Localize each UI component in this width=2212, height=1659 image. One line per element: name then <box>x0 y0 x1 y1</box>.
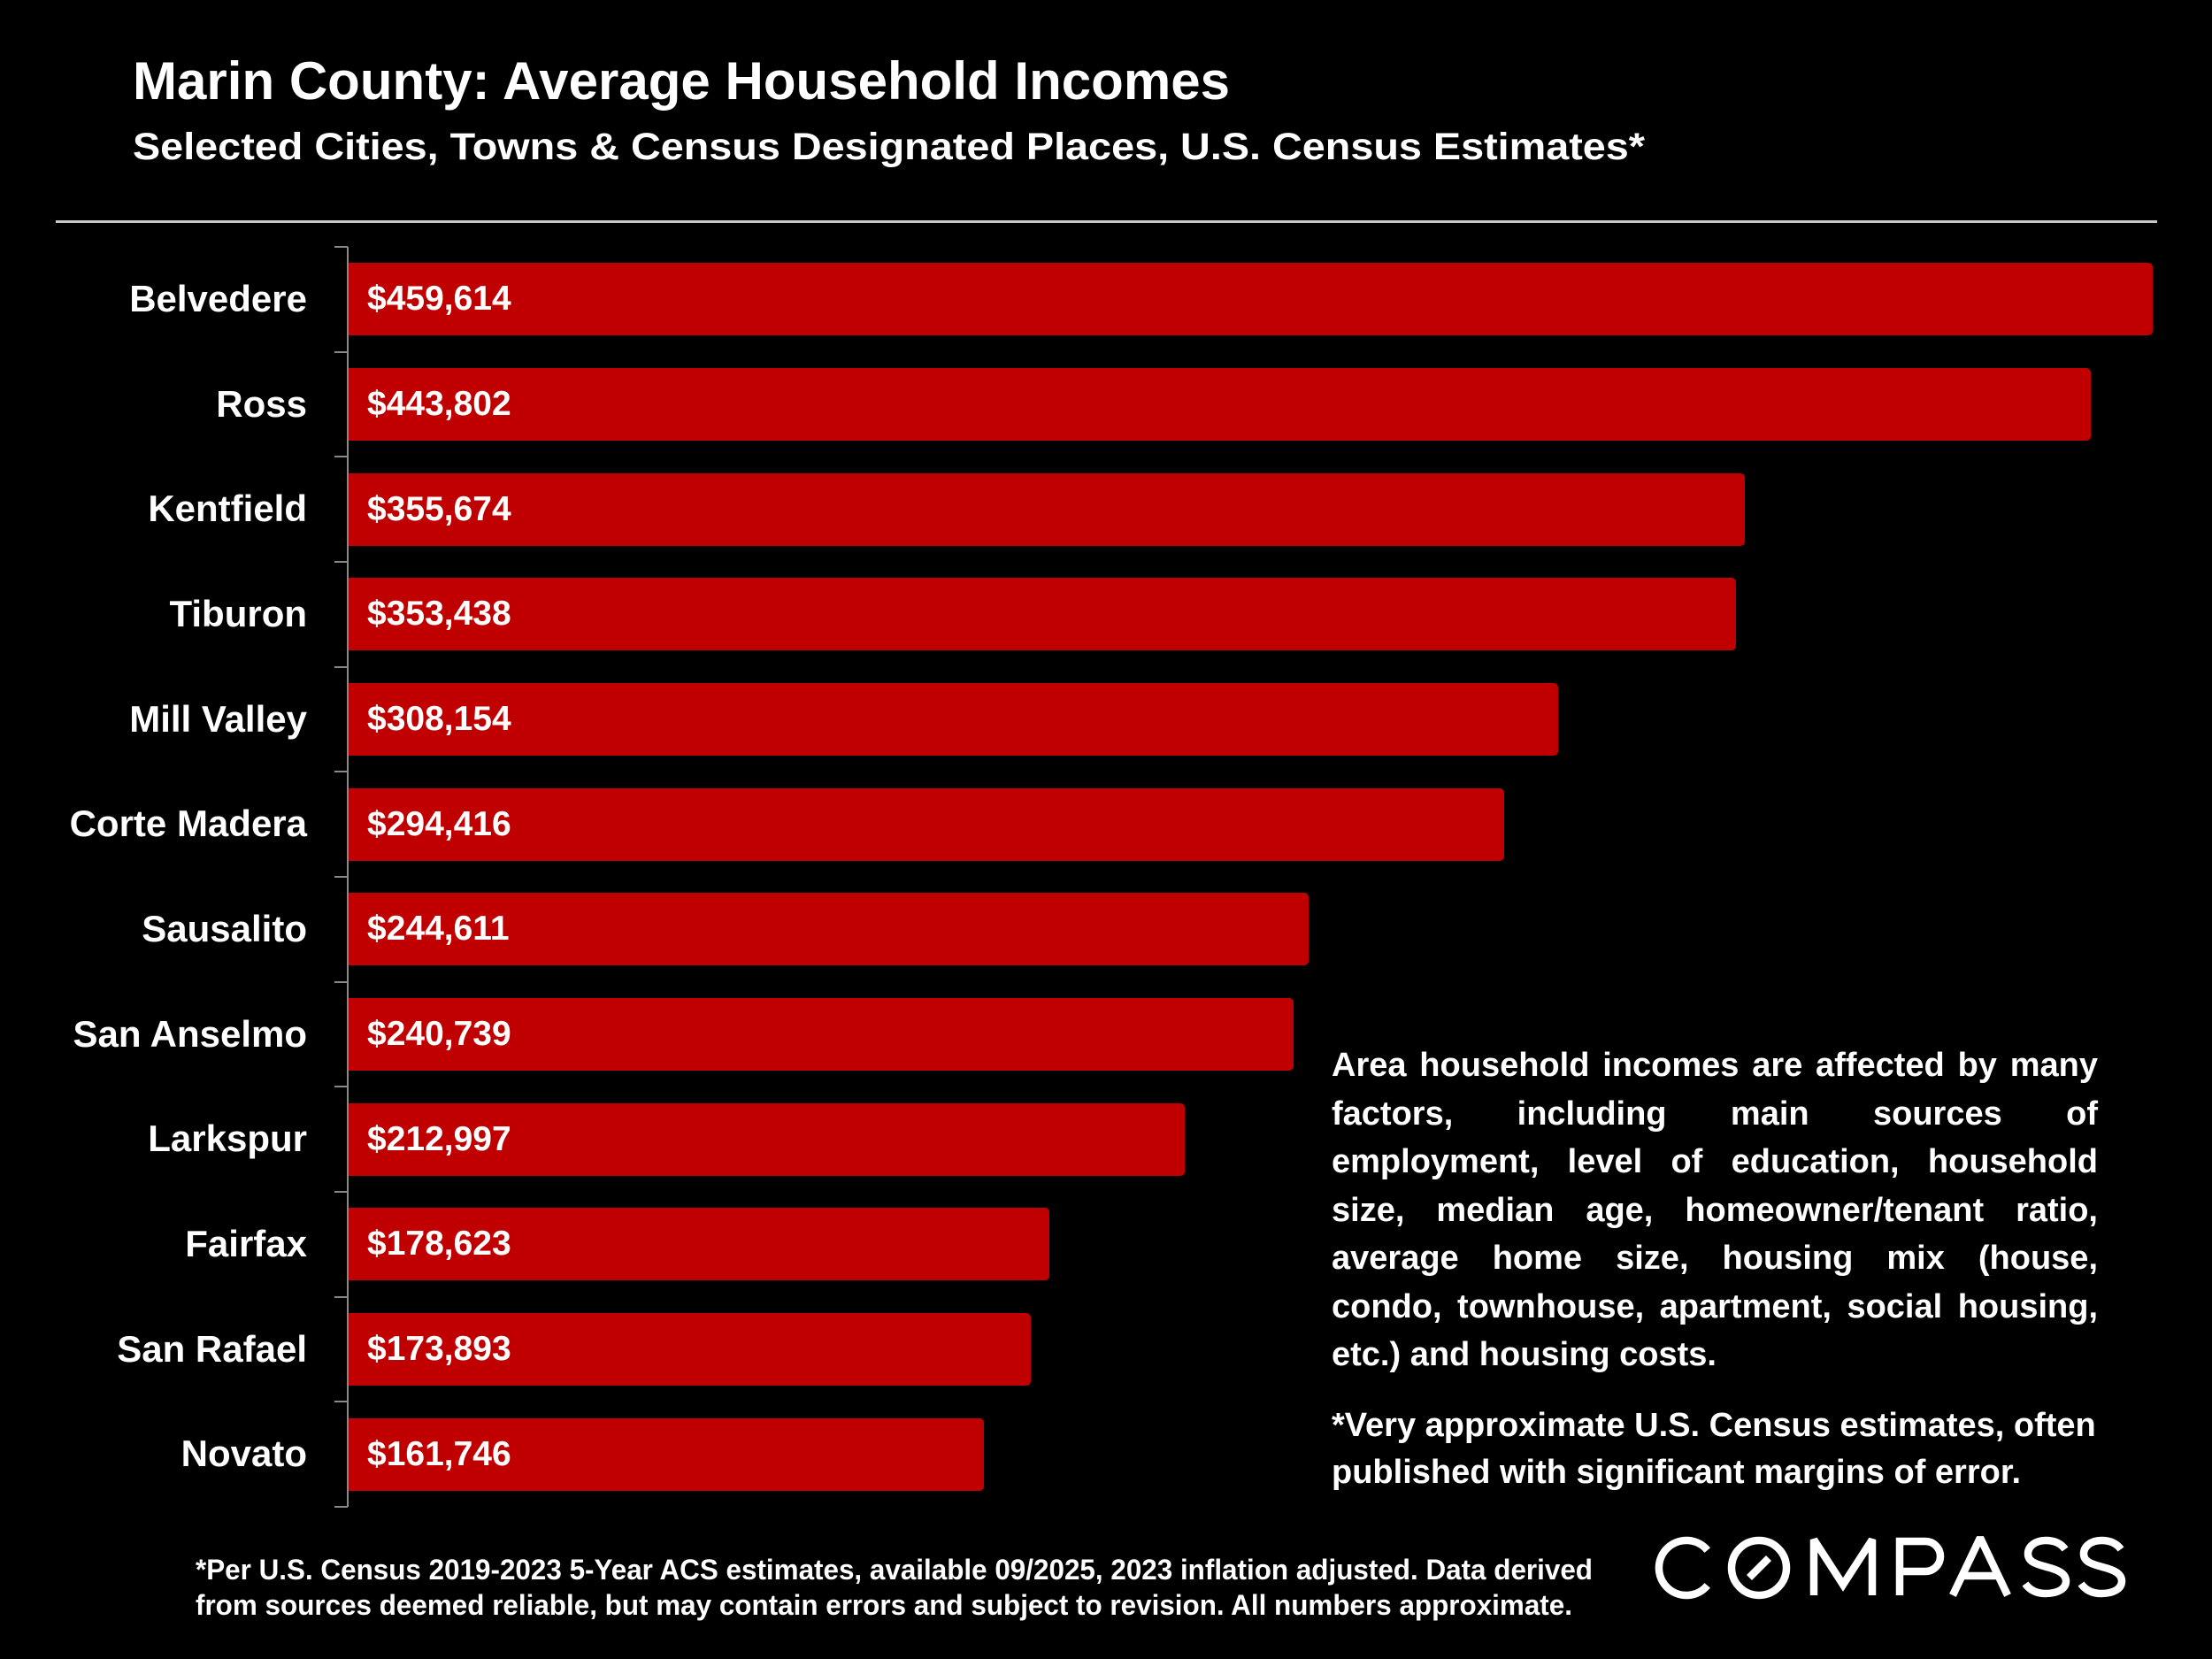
note-line: published with significant margins of er… <box>1332 1454 2022 1491</box>
bar <box>349 1208 1050 1281</box>
bar-value-label: $161,746 <box>367 1434 511 1473</box>
axis-tick <box>334 1401 348 1403</box>
logo-letter-s <box>2022 1536 2070 1598</box>
logo-letter-s <box>2078 1536 2126 1598</box>
logo-letter-c <box>1655 1536 1710 1600</box>
category-label: Mill Valley <box>129 697 307 740</box>
axis-tick <box>334 1506 348 1508</box>
bar <box>349 787 1505 861</box>
source-footnote: *Per U.S. Census 2019-2023 5-Year ACS es… <box>196 1552 1593 1623</box>
footnote-line: *Per U.S. Census 2019-2023 5-Year ACS es… <box>196 1554 1593 1586</box>
bar <box>349 1312 1032 1386</box>
category-label: Ross <box>216 382 307 425</box>
chart-subtitle: Selected Cities, Towns & Census Designat… <box>133 126 1645 168</box>
description-line: etc.) and housing costs. <box>1332 1336 1717 1373</box>
category-label: Larkspur <box>148 1118 307 1160</box>
category-label: Novato <box>180 1432 307 1475</box>
category-label: Tiburon <box>169 593 307 634</box>
category-label: Kentfield <box>148 488 307 530</box>
description-line: size, median age, homeowner/tenant ratio… <box>1332 1191 2098 1229</box>
bar-value-label: $173,893 <box>367 1329 511 1368</box>
description-line: factors, including main sources of <box>1332 1094 2098 1133</box>
bar <box>349 997 1294 1071</box>
bar-value-label: $178,623 <box>367 1225 511 1263</box>
category-label: Fairfax <box>185 1223 307 1264</box>
category-label: Corte Madera <box>69 803 307 845</box>
category-label: Belvedere <box>129 278 307 319</box>
logo-letter-p <box>1895 1537 1945 1595</box>
bar-value-label: $244,611 <box>367 910 510 949</box>
category-label: San Rafael <box>117 1327 307 1370</box>
logo-letter-o <box>1727 1536 1791 1600</box>
bar <box>349 578 1736 651</box>
axis-tick <box>334 1295 348 1298</box>
category-label: San Anselmo <box>73 1012 307 1055</box>
axis-tick <box>334 665 348 668</box>
bar-value-label: $355,674 <box>367 489 511 528</box>
category-axis-line <box>347 247 349 1507</box>
axis-tick <box>334 456 348 458</box>
bar <box>349 1102 1185 1176</box>
bar-value-label: $443,802 <box>367 384 511 423</box>
description-line: condo, townhouse, apartment, social hous… <box>1332 1287 2098 1325</box>
footnote-line: from sources deemed reliable, but may co… <box>196 1589 1572 1621</box>
category-label: Sausalito <box>142 908 307 949</box>
bar-value-label: $240,739 <box>367 1014 511 1053</box>
chart-title: Marin County: Average Household Incomes <box>133 51 1230 111</box>
bar <box>349 367 2091 441</box>
description-paragraph: Area household incomes are affected by m… <box>1332 1041 2098 1379</box>
bar <box>349 263 2153 336</box>
header-separator <box>56 220 2157 223</box>
axis-tick <box>334 246 348 248</box>
note-line: *Very approximate U.S. Census estimates,… <box>1332 1407 2096 1444</box>
estimate-note: *Very approximate U.S. Census estimates,… <box>1332 1402 2096 1496</box>
bar-value-label: $212,997 <box>367 1119 511 1158</box>
axis-tick <box>334 1191 348 1193</box>
bar <box>349 1417 984 1491</box>
description-line: Area household incomes are affected by m… <box>1332 1047 2098 1084</box>
logo-letter-a <box>1949 1536 2011 1597</box>
bar-value-label: $308,154 <box>367 699 511 738</box>
axis-tick <box>334 876 348 878</box>
axis-tick <box>334 980 348 983</box>
bar-value-label: $294,416 <box>367 804 511 843</box>
axis-tick <box>334 561 348 563</box>
description-line: employment, level of education, househol… <box>1332 1143 2098 1180</box>
bar <box>349 893 1310 966</box>
description-line: average home size, housing mix (house, <box>1332 1240 2098 1277</box>
axis-tick <box>334 771 348 773</box>
axis-tick <box>334 350 348 353</box>
logo-letter-m <box>1809 1537 1877 1595</box>
bar <box>349 682 1559 756</box>
bar-value-label: $353,438 <box>367 595 511 634</box>
compass-logo <box>1655 1536 2126 1600</box>
bar <box>349 472 1745 546</box>
bar-value-label: $459,614 <box>367 280 511 319</box>
axis-tick <box>334 1086 348 1088</box>
